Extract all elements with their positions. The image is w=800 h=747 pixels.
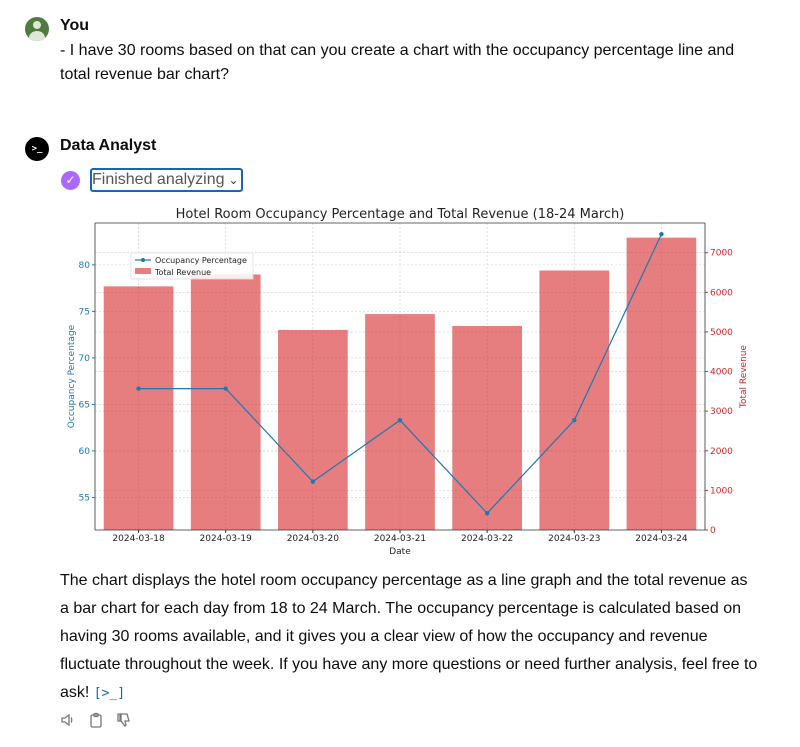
finished-analyzing-label: Finished analyzing	[92, 171, 225, 188]
legend-revenue-label: Total Revenue	[154, 268, 211, 277]
left-tick-label: 70	[79, 354, 91, 364]
x-tick-label: 2024-03-22	[461, 534, 513, 544]
assistant-avatar: >_	[25, 137, 49, 161]
legend-line-marker	[141, 258, 145, 262]
right-tick-label: 0	[710, 526, 716, 536]
occupancy-point	[659, 231, 664, 237]
legend-box	[130, 252, 254, 280]
revenue-bar	[103, 286, 174, 530]
revenue-bar	[452, 325, 522, 530]
assistant-response-text: The chart displays the hotel room occupa…	[60, 572, 758, 701]
check-icon: ✓	[61, 170, 80, 190]
terminal-icon: >_	[31, 144, 43, 154]
chevron-down-icon: ⌄	[228, 173, 239, 187]
revenue-bar	[278, 329, 348, 530]
right-tick-label: 3000	[710, 407, 733, 417]
right-tick-label: 4000	[710, 368, 733, 378]
x-tick-label: 2024-03-19	[200, 534, 253, 544]
x-axis-label: Date	[389, 547, 411, 557]
legend-bar-swatch	[135, 268, 151, 274]
left-tick-label: 65	[79, 400, 90, 410]
user-avatar	[25, 17, 49, 41]
occupancy-point	[572, 418, 577, 423]
finished-analyzing-button[interactable]: Finished analyzing ⌄	[90, 168, 243, 192]
x-tick-label: 2024-03-18	[112, 534, 165, 544]
x-tick-label: 2024-03-20	[287, 534, 340, 544]
occupancy-point	[136, 386, 141, 391]
x-tick-label: 2024-03-24	[635, 534, 688, 544]
view-code-link[interactable]: [>_]	[93, 686, 126, 701]
message-actions	[60, 712, 132, 728]
assistant-name: Data Analyst	[60, 137, 157, 154]
x-tick-label: 2024-03-23	[548, 534, 600, 544]
occupancy-revenue-chart: Hotel Room Occupancy Percentage and Tota…	[67, 207, 749, 557]
legend-occupancy-label: Occupancy Percentage	[155, 256, 247, 265]
revenue-bar	[539, 270, 610, 530]
right-tick-label: 6000	[710, 288, 733, 298]
left-tick-label: 80	[79, 261, 91, 271]
left-tick-label: 60	[79, 447, 91, 457]
chart-title: Hotel Room Occupancy Percentage and Tota…	[176, 207, 625, 222]
left-tick-label: 75	[79, 307, 90, 317]
occupancy-point	[397, 418, 403, 423]
occupancy-point	[310, 479, 316, 484]
right-tick-label: 7000	[710, 249, 733, 259]
left-axis-label: Occupancy Percentage	[67, 324, 77, 428]
right-axis-label: Total Revenue	[739, 345, 749, 410]
right-tick-label: 2000	[710, 447, 733, 457]
occupancy-point	[484, 511, 490, 516]
clipboard-icon[interactable]	[88, 712, 104, 728]
occupancy-point	[223, 386, 228, 391]
user-name: You	[60, 17, 90, 34]
revenue-bar	[626, 237, 697, 530]
right-tick-label: 5000	[710, 328, 733, 338]
revenue-bar	[190, 274, 261, 530]
thumbs-down-icon[interactable]	[116, 712, 132, 728]
x-tick-label: 2024-03-21	[374, 534, 426, 544]
user-message: - I have 30 rooms based on that can you …	[60, 42, 735, 83]
left-tick-label: 55	[79, 493, 90, 503]
analysis-status: ✓ Finished analyzing ⌄	[61, 168, 243, 192]
assistant-response: The chart displays the hotel room occupa…	[60, 567, 760, 708]
speaker-icon[interactable]	[60, 712, 76, 728]
right-tick-label: 1000	[710, 486, 733, 496]
